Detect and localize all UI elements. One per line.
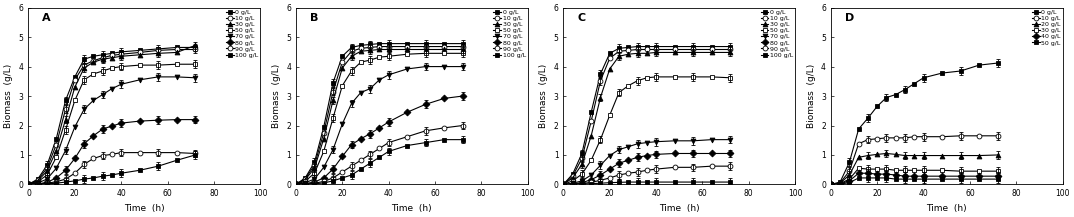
Text: C: C [578, 13, 585, 23]
Legend: 0 g/L, 10 g/L, 30 g/L, 50 g/L, 70 g/L, 80 g/L, 90 g/L, 100 g/L: 0 g/L, 10 g/L, 30 g/L, 50 g/L, 70 g/L, 8… [226, 9, 259, 58]
Legend: 0 g/L, 10 g/L, 20 g/L, 30 g/L, 40 g/L, 50 g/L: 0 g/L, 10 g/L, 20 g/L, 30 g/L, 40 g/L, 5… [1031, 9, 1061, 46]
X-axis label: Time  (h): Time (h) [124, 204, 164, 213]
Y-axis label: Biomass  (g/L): Biomass (g/L) [4, 64, 13, 128]
Y-axis label: Biomass  (g/L): Biomass (g/L) [807, 64, 815, 128]
Y-axis label: Biomass  (g/L): Biomass (g/L) [272, 64, 280, 128]
Text: B: B [309, 13, 318, 23]
Legend: 0 g/L, 10 g/L, 30 g/L, 50 g/L, 70 g/L, 80 g/L, 90 g/L, 100 g/L: 0 g/L, 10 g/L, 30 g/L, 50 g/L, 70 g/L, 8… [760, 9, 794, 58]
X-axis label: Time  (h): Time (h) [927, 204, 967, 213]
Text: D: D [845, 13, 854, 23]
X-axis label: Time  (h): Time (h) [659, 204, 699, 213]
X-axis label: Time  (h): Time (h) [392, 204, 432, 213]
Y-axis label: Biomass  (g/L): Biomass (g/L) [539, 64, 548, 128]
Legend: 0 g/L, 10 g/L, 30 g/L, 50 g/L, 70 g/L, 80 g/L, 90 g/L, 100 g/L: 0 g/L, 10 g/L, 30 g/L, 50 g/L, 70 g/L, 8… [493, 9, 526, 58]
Text: A: A [42, 13, 50, 23]
